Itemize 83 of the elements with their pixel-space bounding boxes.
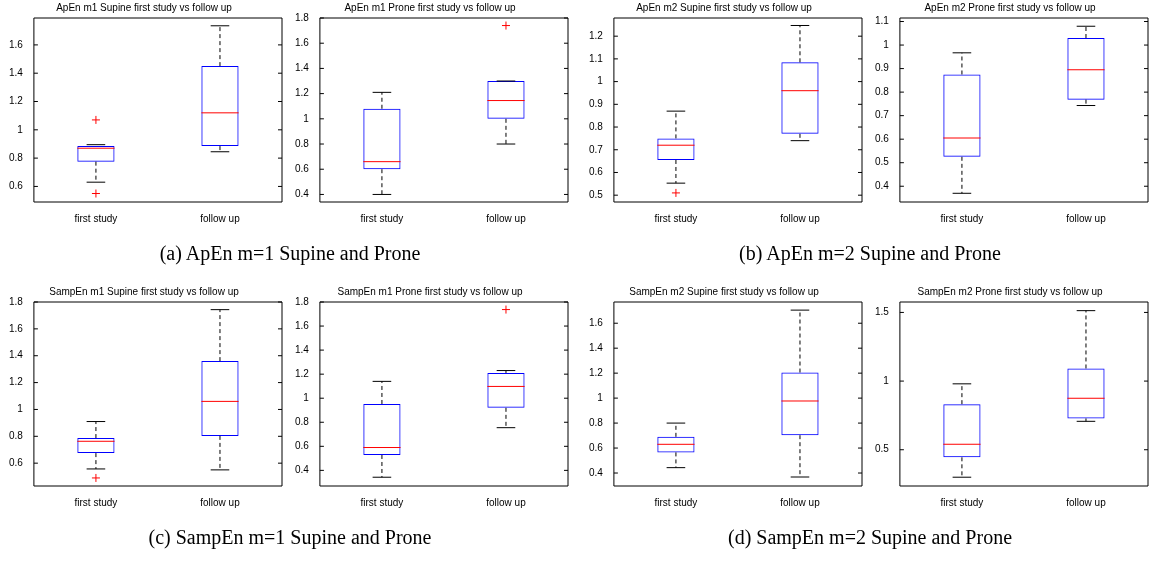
y-tick-label: 0.6 xyxy=(589,166,604,178)
y-tick-label: 1.2 xyxy=(589,29,604,41)
x-tick-label: first study xyxy=(940,496,984,508)
text: (d) SampEn m=2 Supine and Prone xyxy=(727,526,1013,549)
y-tick-label: 1.6 xyxy=(295,36,310,48)
y-tick-label: 1.2 xyxy=(295,367,310,379)
chart-title: SampEn m2 Prone first study vs follow up xyxy=(917,285,1103,297)
y-tick-label: 1.5 xyxy=(875,306,890,318)
y-tick-label: 0.8 xyxy=(9,151,24,163)
y-tick-label: 0.6 xyxy=(295,440,310,452)
x-tick-label: first study xyxy=(940,212,984,224)
y-tick-label: 0.6 xyxy=(9,456,24,468)
x-tick-label: follow up xyxy=(486,212,527,224)
x-tick-label: first study xyxy=(74,212,118,224)
chart-title: ApEn m1 Supine first study vs follow up xyxy=(56,1,233,13)
y-tick-label: 1 xyxy=(303,391,310,403)
y-tick-label: 0.8 xyxy=(295,416,310,428)
x-tick-label: first study xyxy=(654,212,698,224)
y-tick-label: 0.6 xyxy=(9,180,24,192)
x-tick-label: first study xyxy=(360,212,404,224)
y-tick-label: 1.4 xyxy=(295,62,310,74)
y-tick-label: 1 xyxy=(883,374,890,386)
y-tick-label: 1 xyxy=(17,123,24,135)
y-tick-label: 1.1 xyxy=(589,52,604,64)
y-tick-label: 1.6 xyxy=(9,38,24,50)
y-tick-label: 0.7 xyxy=(875,109,890,121)
y-tick-label: 0.5 xyxy=(875,156,890,168)
chart-title: SampEn m2 Supine first study vs follow up xyxy=(629,285,820,297)
y-tick-label: 0.8 xyxy=(295,137,310,149)
y-tick-label: 1.8 xyxy=(295,11,310,23)
y-tick-label: 0.9 xyxy=(589,98,604,110)
y-tick-label: 0.4 xyxy=(875,179,890,191)
x-tick-label: first study xyxy=(360,496,404,508)
chart-title: ApEn m2 Prone first study vs follow up xyxy=(924,1,1097,13)
y-tick-label: 1.1 xyxy=(875,15,890,27)
y-tick-label: 1 xyxy=(17,403,24,415)
text: (c) SampEn m=1 Supine and Prone xyxy=(148,526,432,549)
y-tick-label: 0.6 xyxy=(875,132,890,144)
y-tick-label: 1.6 xyxy=(295,319,310,331)
y-tick-label: 1.8 xyxy=(9,295,24,307)
y-tick-label: 0.5 xyxy=(589,188,604,200)
y-tick-label: 1 xyxy=(883,38,890,50)
x-tick-label: first study xyxy=(74,496,118,508)
y-tick-label: 0.6 xyxy=(295,162,310,174)
y-tick-label: 0.6 xyxy=(589,441,604,453)
y-tick-label: 1.2 xyxy=(9,95,24,107)
chart-title: SampEn m1 Prone first study vs follow up xyxy=(337,285,523,297)
y-tick-label: 0.4 xyxy=(589,466,604,478)
chart-title: ApEn m2 Supine first study vs follow up xyxy=(636,1,813,13)
y-tick-label: 0.8 xyxy=(589,120,604,132)
x-tick-label: follow up xyxy=(200,212,241,224)
y-tick-label: 0.4 xyxy=(295,188,310,200)
y-tick-label: 0.9 xyxy=(875,62,890,74)
x-tick-label: follow up xyxy=(486,496,527,508)
x-tick-label: follow up xyxy=(780,212,821,224)
y-tick-label: 1.2 xyxy=(589,366,604,378)
text: (b) ApEn m=2 Supine and Prone xyxy=(739,242,1001,265)
y-tick-label: 1 xyxy=(303,112,310,124)
y-tick-label: 0.5 xyxy=(875,443,890,455)
y-tick-label: 1.6 xyxy=(589,316,604,328)
y-tick-label: 0.4 xyxy=(295,464,310,476)
y-tick-label: 0.8 xyxy=(9,430,24,442)
x-tick-label: follow up xyxy=(200,496,241,508)
x-tick-label: follow up xyxy=(1066,212,1107,224)
text: (a) ApEn m=1 Supine and Prone xyxy=(159,242,421,265)
y-tick-label: 1 xyxy=(597,391,604,403)
chart-title: ApEn m1 Prone first study vs follow up xyxy=(344,1,517,13)
y-tick-label: 1.4 xyxy=(9,66,24,78)
x-tick-label: follow up xyxy=(780,496,821,508)
y-tick-label: 1.8 xyxy=(295,295,310,307)
y-tick-label: 1.4 xyxy=(295,343,310,355)
x-tick-label: follow up xyxy=(1066,496,1107,508)
x-tick-label: first study xyxy=(654,496,698,508)
y-tick-label: 1.2 xyxy=(295,87,310,99)
y-tick-label: 1.6 xyxy=(9,322,24,334)
chart-title: SampEn m1 Supine first study vs follow up xyxy=(49,285,240,297)
y-tick-label: 1.2 xyxy=(9,376,24,388)
y-tick-label: 1.4 xyxy=(9,349,24,361)
y-tick-label: 0.8 xyxy=(589,416,604,428)
y-tick-label: 0.8 xyxy=(875,85,890,97)
y-tick-label: 1.4 xyxy=(589,341,604,353)
y-tick-label: 1 xyxy=(597,75,604,87)
y-tick-label: 0.7 xyxy=(589,143,604,155)
